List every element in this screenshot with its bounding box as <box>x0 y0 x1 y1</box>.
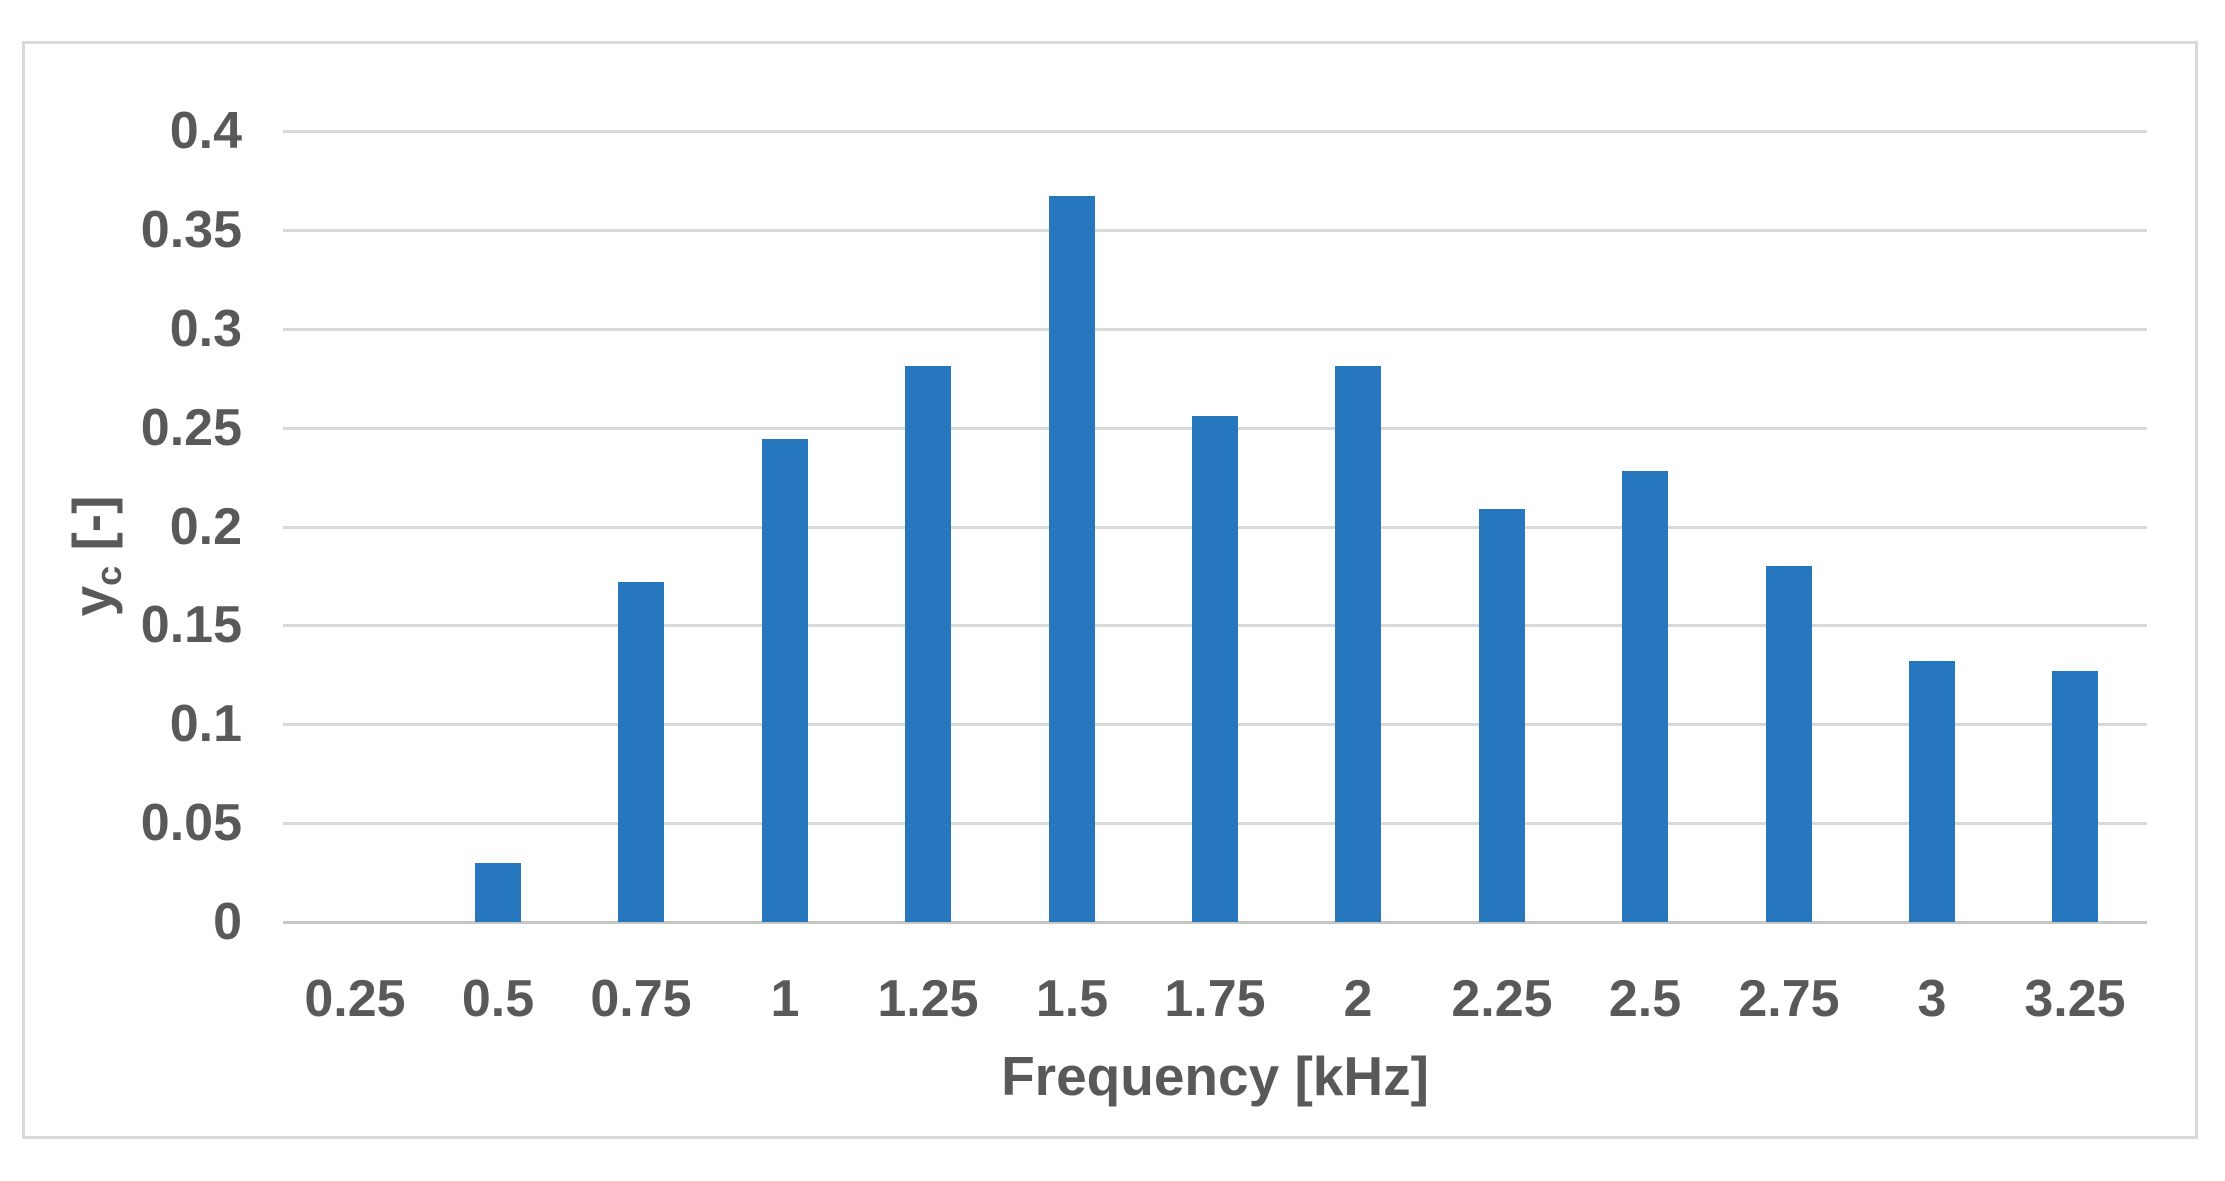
gridline-0.3 <box>283 327 2147 331</box>
chart-frame <box>22 41 2198 1139</box>
x-tick-label-2.25: 2.25 <box>1451 970 1553 1028</box>
y-tick-label-0.4: 0.4 <box>169 102 242 160</box>
bar-2.25 <box>1479 509 1525 922</box>
y-tick-label-0.35: 0.35 <box>140 200 242 259</box>
bar-3.25 <box>2052 671 2098 922</box>
bar-1.5 <box>1049 196 1095 922</box>
y-tick-label-0: 0 <box>213 893 242 951</box>
y-tick-label-0.15: 0.15 <box>140 596 242 655</box>
y-tick-label-0.3: 0.3 <box>169 299 242 358</box>
y-tick-label-0.2: 0.2 <box>169 497 242 556</box>
x-tick-label-3: 3 <box>1917 970 1947 1028</box>
x-tick-label-2.75: 2.75 <box>1738 970 1840 1028</box>
x-axis-title: Frequency [kHz] <box>1001 1045 1429 1107</box>
bar-2.5 <box>1622 471 1668 922</box>
gridline-0.4 <box>283 130 2147 133</box>
x-tick-label-1: 1 <box>770 970 800 1028</box>
y-axis-title: yc [-] <box>60 496 130 617</box>
y-axis-title-subscript: c <box>88 565 129 586</box>
x-tick-label-0.5: 0.5 <box>461 970 535 1028</box>
x-tick-label-1.25: 1.25 <box>877 970 979 1028</box>
bar-2.75 <box>1766 566 1812 922</box>
bar-1 <box>762 439 808 922</box>
y-tick-label-0.1: 0.1 <box>169 695 242 754</box>
x-tick-label-0.25: 0.25 <box>304 970 406 1028</box>
x-tick-label-1.5: 1.5 <box>1035 970 1109 1028</box>
bar-3 <box>1909 661 1955 922</box>
x-tick-label-3.25: 3.25 <box>2024 970 2126 1028</box>
y-axis-title-base: y <box>61 585 123 617</box>
x-tick-label-1.75: 1.75 <box>1164 970 1266 1028</box>
y-tick-label-0.25: 0.25 <box>140 398 242 457</box>
y-axis-title-unit: [-] <box>61 495 123 566</box>
bar-2 <box>1335 366 1381 922</box>
x-axis-line <box>283 921 2147 924</box>
bar-1.25 <box>905 366 951 922</box>
y-tick-label-0.05: 0.05 <box>140 794 242 853</box>
bar-1.75 <box>1192 416 1238 922</box>
x-tick-label-2: 2 <box>1343 970 1373 1028</box>
bar-0.75 <box>618 582 664 922</box>
gridline-0.35 <box>283 228 2147 232</box>
bar-0.5 <box>475 863 521 922</box>
x-tick-label-2.5: 2.5 <box>1608 970 1682 1028</box>
x-tick-label-0.75: 0.75 <box>590 970 692 1028</box>
